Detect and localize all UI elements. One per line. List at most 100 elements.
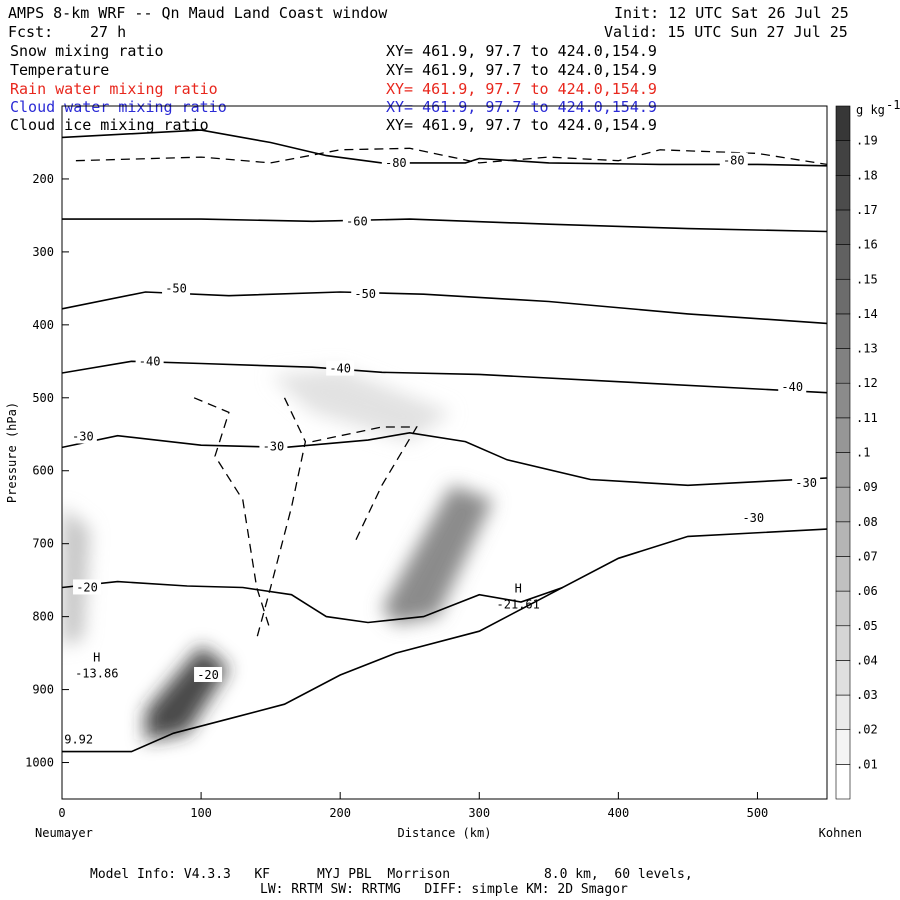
isotherm-label-bg <box>135 353 164 369</box>
colorbar-cell <box>835 486 851 523</box>
fcst-label: Fcst: <box>8 23 54 41</box>
isotherm-label: -50 <box>354 287 376 301</box>
x-end-label-left: Neumayer <box>35 826 93 840</box>
colorbar-label: .18 <box>856 168 878 182</box>
footer-physics-info: LW: RRTM SW: RRTMG DIFF: simple KM: 2D S… <box>260 882 628 897</box>
colorbar-cell <box>835 625 851 661</box>
isotherm-label-bg <box>73 579 102 595</box>
extremum-value: 9.92 <box>64 732 93 746</box>
field-name: Cloud ice mixing ratio <box>10 116 209 134</box>
isotherm-line <box>62 580 563 624</box>
colorbar-label: .17 <box>856 203 878 217</box>
x-tick-label: 300 <box>468 806 490 820</box>
isotherm-label-bg <box>194 666 223 682</box>
isotherm-label-bg <box>68 428 97 444</box>
colorbar-label: .02 <box>856 723 878 737</box>
y-tick-label: 1000 <box>25 756 54 770</box>
field-xy: XY= 461.9, 97.7 to 424.0,154.9 <box>386 42 657 60</box>
colorbar-label: .04 <box>856 653 878 667</box>
isotherm-label: -80 <box>385 156 407 170</box>
colorbar-cell <box>835 660 851 696</box>
y-tick-label: 200 <box>32 172 54 186</box>
isotherm-line <box>62 360 827 394</box>
mixing-ratio-shading <box>381 485 494 624</box>
isotherm-label-bg <box>342 213 371 229</box>
field-xy: XY= 461.9, 97.7 to 424.0,154.9 <box>386 98 657 116</box>
valid-time: Valid: 15 UTC Sun 27 Jul 25 <box>604 23 848 41</box>
colorbar-label: .06 <box>856 584 878 598</box>
colorbar-cell <box>835 244 851 280</box>
colorbar-unit: g kg <box>856 103 885 117</box>
colorbar-label: .1 <box>856 446 870 460</box>
colorbar-cell <box>835 590 851 627</box>
colorbar-label: .15 <box>856 272 878 286</box>
extremum-value: -21.61 <box>497 597 540 611</box>
y-tick-label: 700 <box>32 537 54 551</box>
terrain-line <box>62 528 827 753</box>
isotherm-label-bg <box>778 378 807 394</box>
colorbar-cell <box>835 694 851 730</box>
colorbar-label: .07 <box>856 549 878 563</box>
isotherm-label-bg <box>792 475 821 491</box>
isotherm-line <box>62 291 827 325</box>
isotherm-label: -60 <box>346 214 368 228</box>
isotherm-line <box>62 129 827 167</box>
isotherm-label: -30 <box>795 476 817 490</box>
dashed-contour <box>312 426 418 544</box>
dashed-contour <box>193 397 272 632</box>
colorbar-label: .09 <box>856 480 878 494</box>
colorbar-label: .08 <box>856 515 878 529</box>
isotherm-label-bg <box>381 154 410 170</box>
colorbar-cell <box>835 348 851 384</box>
y-tick-label: 900 <box>32 683 54 697</box>
colorbar-label: .19 <box>856 134 878 148</box>
field-name: Snow mixing ratio <box>10 42 164 60</box>
isotherm-label-bg <box>326 360 355 376</box>
isotherm-label: -50 <box>165 281 187 295</box>
colorbar-cell <box>835 417 851 453</box>
colorbar-label: .03 <box>856 688 878 702</box>
x-tick-label: 200 <box>329 806 351 820</box>
init-time: Init: 12 UTC Sat 26 Jul 25 <box>614 4 849 22</box>
isotherm-label: -40 <box>139 354 161 368</box>
colorbar-cell <box>835 278 851 315</box>
y-tick-label: 600 <box>32 464 54 478</box>
colorbar-label: .11 <box>856 411 878 425</box>
field-name: Cloud water mixing ratio <box>10 98 227 116</box>
field-name: Rain water mixing ratio <box>10 80 218 98</box>
colorbar-cell <box>835 175 851 211</box>
isotherm-label-bg <box>259 438 288 454</box>
x-tick-label: 100 <box>190 806 212 820</box>
plot-frame <box>61 105 828 800</box>
x-tick-label: 500 <box>747 806 769 820</box>
field-name: Temperature <box>10 61 110 79</box>
colorbar-label: .01 <box>856 757 878 771</box>
isotherm-label: -40 <box>781 380 803 394</box>
colorbar-label: .12 <box>856 376 878 390</box>
y-tick-label: 300 <box>32 245 54 259</box>
chart-title: AMPS 8-km WRF -- Qn Maud Land Coast wind… <box>8 4 388 22</box>
colorbar-cell <box>835 764 851 800</box>
dashed-contour <box>256 397 307 639</box>
isotherm-label: -30 <box>742 511 764 525</box>
y-axis-label: Pressure (hPa) <box>5 402 19 503</box>
colorbar-cell <box>835 556 851 592</box>
isotherm-label: -40 <box>329 362 351 376</box>
colorbar-cell <box>835 313 851 349</box>
colorbar-cell <box>835 140 851 176</box>
isotherm-label: -20 <box>197 668 219 682</box>
y-tick-label: 800 <box>32 610 54 624</box>
mixing-ratio-shading <box>62 507 90 646</box>
x-tick-label: 0 <box>58 806 65 820</box>
footer-model-info: Model Info: V4.3.3 KF MYJ PBL Morrison 8… <box>90 867 693 882</box>
colorbar-unit-sup: -1 <box>886 98 900 112</box>
colorbar-label: .14 <box>856 307 878 321</box>
colorbar-label: .13 <box>856 342 878 356</box>
extremum-symbol: H <box>93 651 100 665</box>
colorbar-cell <box>835 105 851 141</box>
mixing-ratio-shading <box>145 645 229 741</box>
isotherm-label: -80 <box>723 154 745 168</box>
colorbar-cell <box>835 729 851 765</box>
isotherm-label-bg <box>162 280 191 296</box>
